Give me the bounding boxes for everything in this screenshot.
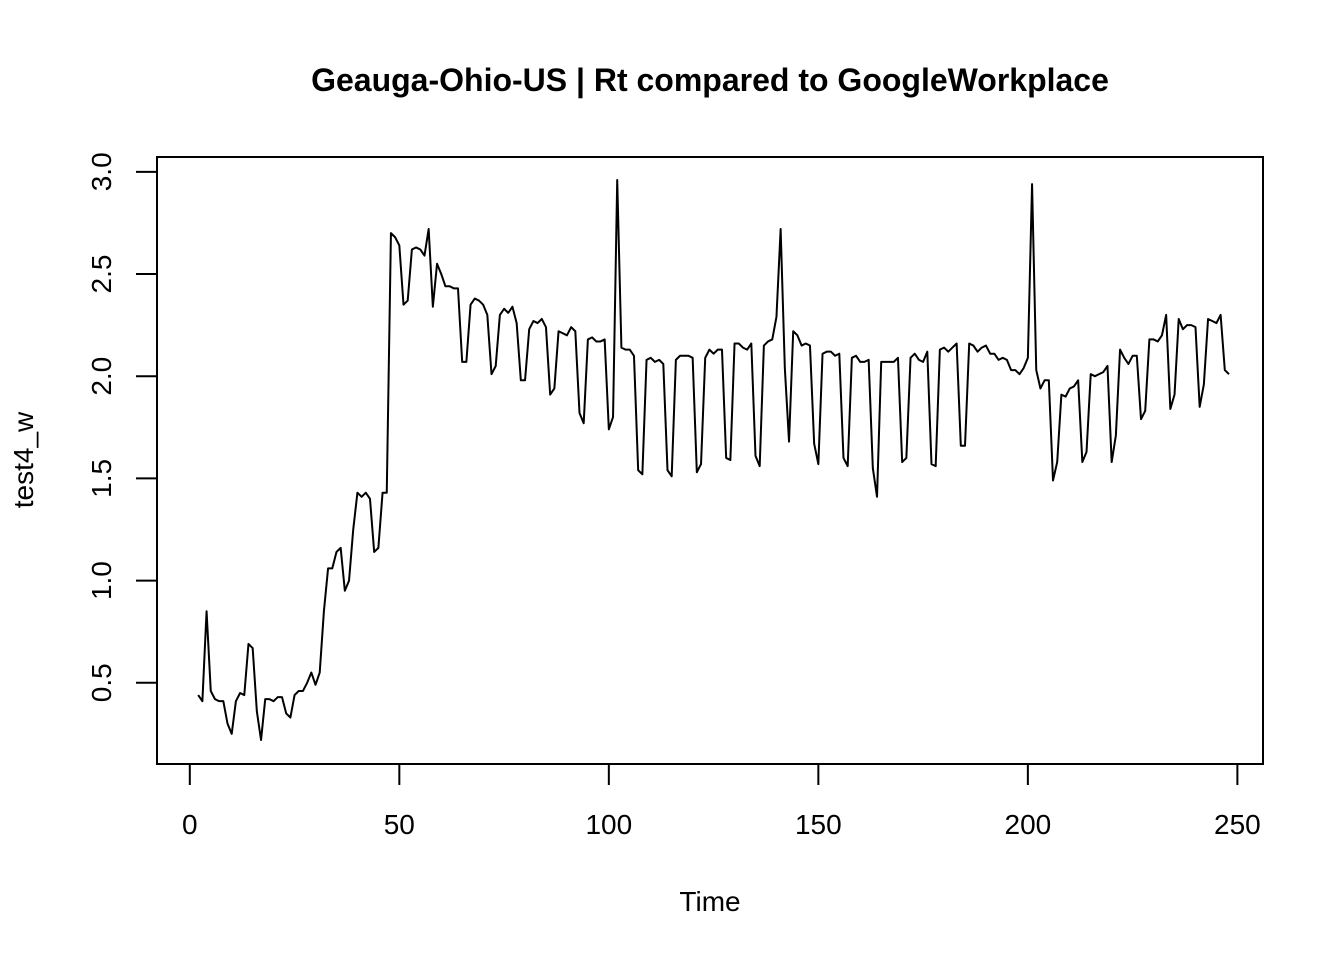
- y-tick-label: 3.0: [86, 152, 117, 191]
- x-axis-label: Time: [679, 886, 740, 917]
- y-tick-label: 2.5: [86, 255, 117, 294]
- y-tick-label: 1.5: [86, 459, 117, 498]
- chart-title: Geauga-Ohio-US | Rt compared to GoogleWo…: [311, 62, 1109, 98]
- x-tick-label: 0: [182, 809, 198, 840]
- y-axis-label: test4_w: [8, 411, 39, 508]
- x-tick-label: 50: [384, 809, 415, 840]
- series-line: [197, 179, 1230, 741]
- y-tick-label: 1.0: [86, 561, 117, 600]
- x-axis: 0 50 100 150 200 250: [182, 763, 1261, 840]
- y-tick-label: 2.0: [86, 357, 117, 396]
- y-axis: 0.5 1.0 1.5 2.0 2.5 3.0: [86, 152, 158, 702]
- y-tick-label: 0.5: [86, 663, 117, 702]
- plot-frame: [156, 156, 1264, 765]
- x-tick-label: 100: [585, 809, 632, 840]
- x-tick-label: 150: [795, 809, 842, 840]
- x-tick-label: 250: [1214, 809, 1261, 840]
- x-tick-label: 200: [1005, 809, 1052, 840]
